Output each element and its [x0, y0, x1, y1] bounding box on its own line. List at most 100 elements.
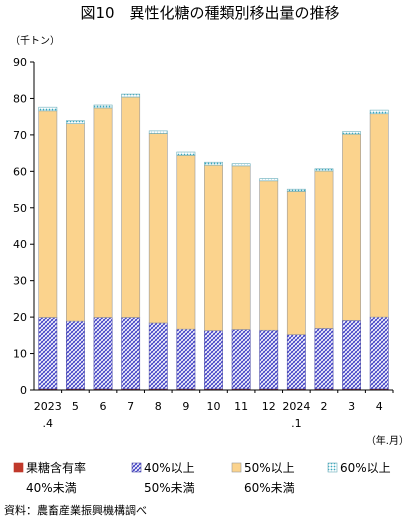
bar-segment [93, 317, 113, 390]
x-axis-unit-label: （年.月） [366, 434, 409, 447]
bar-stack [342, 131, 361, 391]
legend-label: 果糖含有率 [26, 460, 86, 475]
x-tick-label: 2 [320, 400, 327, 413]
bar-stack [259, 178, 279, 391]
legend-label: 40%以上 [144, 461, 195, 475]
y-tick-label: 10 [13, 348, 27, 361]
chart-title: 図10 異性化糖の種類別移出量の推移 [80, 4, 339, 22]
y-tick-label: 20 [13, 311, 27, 324]
bar-segment [93, 104, 113, 109]
bar-segment [148, 133, 168, 324]
bar-stack [93, 104, 113, 391]
bars [38, 93, 389, 391]
x-tick-label: 3 [348, 400, 355, 413]
bar-segment [66, 123, 85, 322]
y-tick-label: 30 [13, 275, 27, 288]
bar-stack [148, 130, 168, 391]
bar-segment [259, 180, 279, 331]
bar-segment [38, 110, 58, 318]
bar-stack [286, 188, 306, 391]
bar-stack [369, 109, 389, 391]
x-tick-label: 6 [100, 400, 107, 413]
bar-stack [204, 161, 223, 391]
bar-segment [342, 131, 361, 135]
x-tick-label: 4 [376, 400, 383, 413]
x-tick-label: 12 [262, 400, 276, 413]
bar-segment [121, 317, 141, 390]
y-axis-label: （千トン） [10, 35, 60, 47]
bar-segment [259, 178, 279, 182]
legend-swatch [13, 462, 24, 473]
bar-stack [314, 168, 334, 391]
x-tick-label: 5 [72, 400, 79, 413]
bar-stack [66, 120, 85, 391]
bar-stack [38, 106, 58, 391]
bar-segment [369, 109, 389, 115]
bar-segment [286, 334, 306, 390]
legend-item: 50%以上 60%未満 [231, 461, 295, 495]
bar-segment [342, 133, 361, 321]
x-tick-label: 10 [207, 400, 221, 413]
y-tick-label: 0 [20, 384, 27, 397]
bar-segment [259, 329, 279, 390]
legend-item: 60%以上 [327, 461, 391, 475]
x-tick-label: 9 [182, 400, 189, 413]
legend-label-line2: 60%未満 [244, 481, 295, 495]
y-tick-label: 50 [13, 202, 27, 215]
bar-segment [176, 151, 196, 156]
y-tick-label: 70 [13, 129, 27, 142]
y-axis-ticks: 0 10 20 30 40 50 60 70 80 90 [13, 56, 34, 397]
bar-segment [286, 188, 306, 192]
bar-segment [121, 96, 141, 318]
y-tick-label: 40 [13, 238, 27, 251]
y-tick-label: 80 [13, 92, 27, 105]
bar-stack [231, 163, 251, 391]
legend-swatch [231, 462, 242, 473]
bar-segment [176, 155, 196, 330]
bar-segment [231, 329, 251, 390]
x-tick-label: 8 [155, 400, 162, 413]
bar-segment [66, 120, 85, 124]
bar-segment [314, 328, 334, 390]
bar-segment [314, 170, 334, 329]
bar-segment [148, 322, 168, 390]
x-tick-label: 2023 [34, 400, 62, 413]
legend-label: 50%以上 [244, 461, 295, 475]
legend-item: 果糖含有率 40%未満 [13, 460, 86, 495]
bar-segment [204, 164, 223, 331]
legend-label-line2: 40%未満 [26, 481, 77, 495]
bar-segment [148, 130, 168, 134]
bar-segment [38, 317, 58, 390]
x-tick-sublabel: .4 [43, 417, 54, 430]
legend-swatch [131, 462, 142, 473]
bar-segment [38, 106, 58, 112]
bar-segment [204, 330, 223, 390]
bar-segment [121, 93, 141, 98]
bar-stack [176, 151, 196, 391]
bar-segment [286, 191, 306, 335]
x-tick-label: 7 [127, 400, 134, 413]
bar-segment [204, 161, 223, 166]
y-tick-label: 90 [13, 56, 27, 69]
bar-segment [369, 316, 389, 390]
x-axis-ticks: 2023 .4 5 6 7 8 9 10 11 12 2024 .1 2 3 4 [34, 390, 394, 430]
bar-segment [231, 165, 251, 330]
source-note: 資料：農畜産業振興機構調べ [4, 503, 147, 517]
bar-segment [369, 113, 389, 318]
x-tick-label: 2024 [282, 400, 310, 413]
legend-label: 60%以上 [340, 461, 391, 475]
x-tick-sublabel: .1 [291, 417, 302, 430]
bar-segment [314, 168, 334, 172]
legend-label-line2: 50%未満 [144, 481, 195, 495]
legend-swatch [327, 462, 338, 473]
x-tick-label: 11 [234, 400, 248, 413]
legend: 果糖含有率 40%未満 40%以上 50%未満 50%以上 60%未満 60%以上 [13, 460, 391, 495]
y-tick-label: 60 [13, 165, 27, 178]
bar-segment [342, 320, 361, 390]
legend-item: 40%以上 50%未満 [131, 461, 195, 495]
bar-segment [93, 107, 113, 318]
bar-segment [66, 320, 85, 390]
bar-segment [176, 328, 196, 390]
bar-stack [121, 93, 141, 391]
